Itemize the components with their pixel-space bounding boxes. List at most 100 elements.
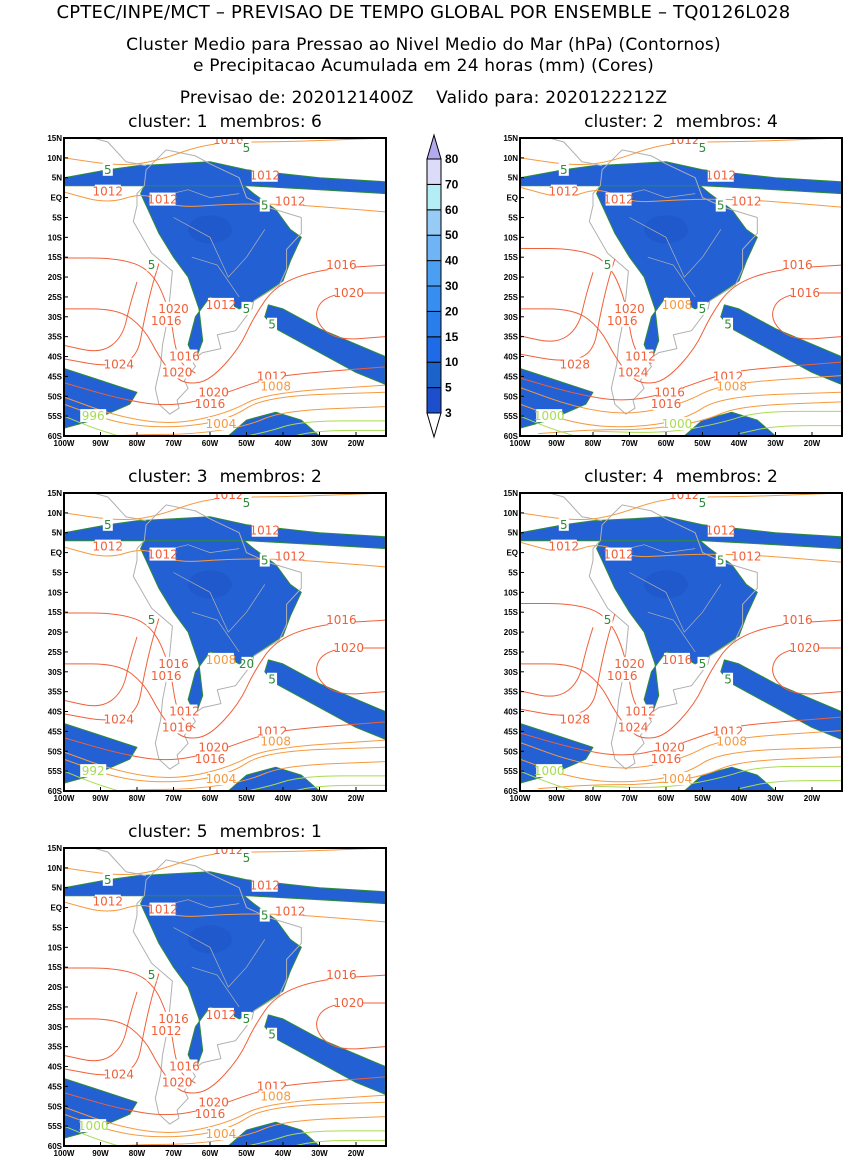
isobar-contour <box>64 263 160 366</box>
lat-tick-label: 50S <box>504 392 519 401</box>
isobar-contour <box>244 775 386 791</box>
lat-tick-label: 40S <box>48 708 63 717</box>
precip-label-bg <box>241 1011 252 1025</box>
isobar-label: 1016 <box>789 286 820 300</box>
lon-tick-label: 30W <box>767 439 784 448</box>
precip-label-bg <box>146 258 157 272</box>
isobar-label: 1012 <box>669 133 700 147</box>
contour-label-bg <box>251 878 278 892</box>
isobar-label: 1012 <box>669 488 700 502</box>
isobar-contour <box>520 272 594 342</box>
isobar-label: 996 <box>82 409 105 423</box>
lon-tick-label: 50W <box>238 794 255 803</box>
isobar-contour <box>291 429 386 436</box>
colorbar-segment <box>426 260 442 287</box>
lon-tick-label: 60W <box>202 1149 219 1157</box>
isobar-label: 1016 <box>151 669 182 683</box>
precip-label-bg <box>558 517 569 531</box>
isobar-contour <box>738 425 842 435</box>
lat-tick-label: 50S <box>48 1102 63 1111</box>
isobar-label: 1012 <box>147 903 178 917</box>
colorbar-segment <box>426 158 442 185</box>
forecast-dates: Previsao de: 2020121400Z Valido para: 20… <box>0 88 847 108</box>
lon-tick-label: 20W <box>804 794 821 803</box>
lat-tick-label: 60S <box>48 432 63 441</box>
lat-tick-label: EQ <box>50 904 62 913</box>
members-label: membros: 4 <box>675 112 778 132</box>
country-border <box>191 611 240 653</box>
isobar-label: 1012 <box>151 1024 182 1038</box>
contour-label-bg <box>718 379 745 393</box>
contour-label-bg <box>605 192 632 206</box>
lat-tick-label: 10N <box>47 154 62 163</box>
isobar-label: 1012 <box>213 488 244 502</box>
isobar-contour <box>291 1139 386 1146</box>
precipitation-colorbar: 3 5 10 15 20 30 40 50 60 70 80 <box>426 133 459 439</box>
lon-tick-label: 50W <box>694 439 711 448</box>
isobar-label: 1012 <box>93 540 124 554</box>
isobar-label: 1016 <box>326 258 357 272</box>
precipitation-contour-label: 5 <box>268 318 276 332</box>
isobar-contour <box>64 973 160 1076</box>
lat-tick-label: 10S <box>48 943 63 952</box>
contour-label-bg <box>251 168 278 182</box>
precipitation-contour-label: 5 <box>148 968 156 982</box>
isobar-label: 1016 <box>654 385 685 399</box>
isobar-contour <box>64 739 386 778</box>
lat-tick-label: 5S <box>508 568 518 577</box>
contour-label-bg <box>149 547 176 561</box>
contour-label-bg <box>335 285 362 299</box>
lat-tick-label: 25S <box>48 648 63 657</box>
contour-label-bg <box>663 297 690 311</box>
lat-tick-label: 5N <box>508 529 518 538</box>
members-label: membros: 6 <box>219 112 322 132</box>
country-border <box>173 217 266 278</box>
colorbar-under-arrow <box>426 412 442 439</box>
isobar-contour <box>520 619 842 739</box>
precipitation-contour-label: 5 <box>243 496 251 510</box>
contour-label-bg <box>616 301 643 315</box>
isobar-contour <box>244 1130 386 1146</box>
contour-label-bg <box>153 313 180 327</box>
lat-tick-label: 5S <box>52 568 62 577</box>
contour-label-bg <box>707 523 734 537</box>
isobar-label: 1008 <box>260 734 291 748</box>
lat-tick-label: 30S <box>48 1023 63 1032</box>
contour-label-bg <box>784 258 811 272</box>
isobar-label: 1008 <box>716 734 747 748</box>
precipitation-contour-label: 5 <box>104 873 112 887</box>
precipitation-contour-label: 5 <box>148 258 156 272</box>
isobar-contour <box>592 765 842 788</box>
isobar-label: 1016 <box>195 397 226 411</box>
isobar-contour <box>520 138 842 165</box>
precipitation-area <box>227 1121 320 1146</box>
members-label: membros: 2 <box>219 467 322 487</box>
lat-tick-label: 15N <box>503 134 518 143</box>
contour-label-bg <box>791 640 818 654</box>
lat-tick-label: 40S <box>504 353 519 362</box>
lat-tick-label: 10N <box>47 864 62 873</box>
isobar-label: 1012 <box>206 1008 237 1022</box>
isobar-contour <box>64 974 386 1094</box>
lat-tick-label: 45S <box>504 727 519 736</box>
isobar-label: 1012 <box>249 169 280 183</box>
contour-label-bg <box>171 704 198 718</box>
colorbar-over-arrow <box>426 133 442 160</box>
isobar-label: 1016 <box>195 1107 226 1121</box>
isobar-contour <box>520 730 842 769</box>
colorbar-level-label: 40 <box>445 254 459 268</box>
isobar-label: 992 <box>82 764 105 778</box>
isobar-label: 1020 <box>198 385 229 399</box>
isobar-label: 1012 <box>705 169 736 183</box>
contour-label-bg <box>94 539 121 553</box>
isobar-contour <box>64 848 386 875</box>
precip-label-bg <box>558 162 569 176</box>
isobar-contour <box>64 264 386 384</box>
cluster-label: cluster: 2 <box>584 112 664 132</box>
isobar-label: 1012 <box>549 540 580 554</box>
isobar-label: 1012 <box>625 705 656 719</box>
country-border <box>191 966 240 1008</box>
